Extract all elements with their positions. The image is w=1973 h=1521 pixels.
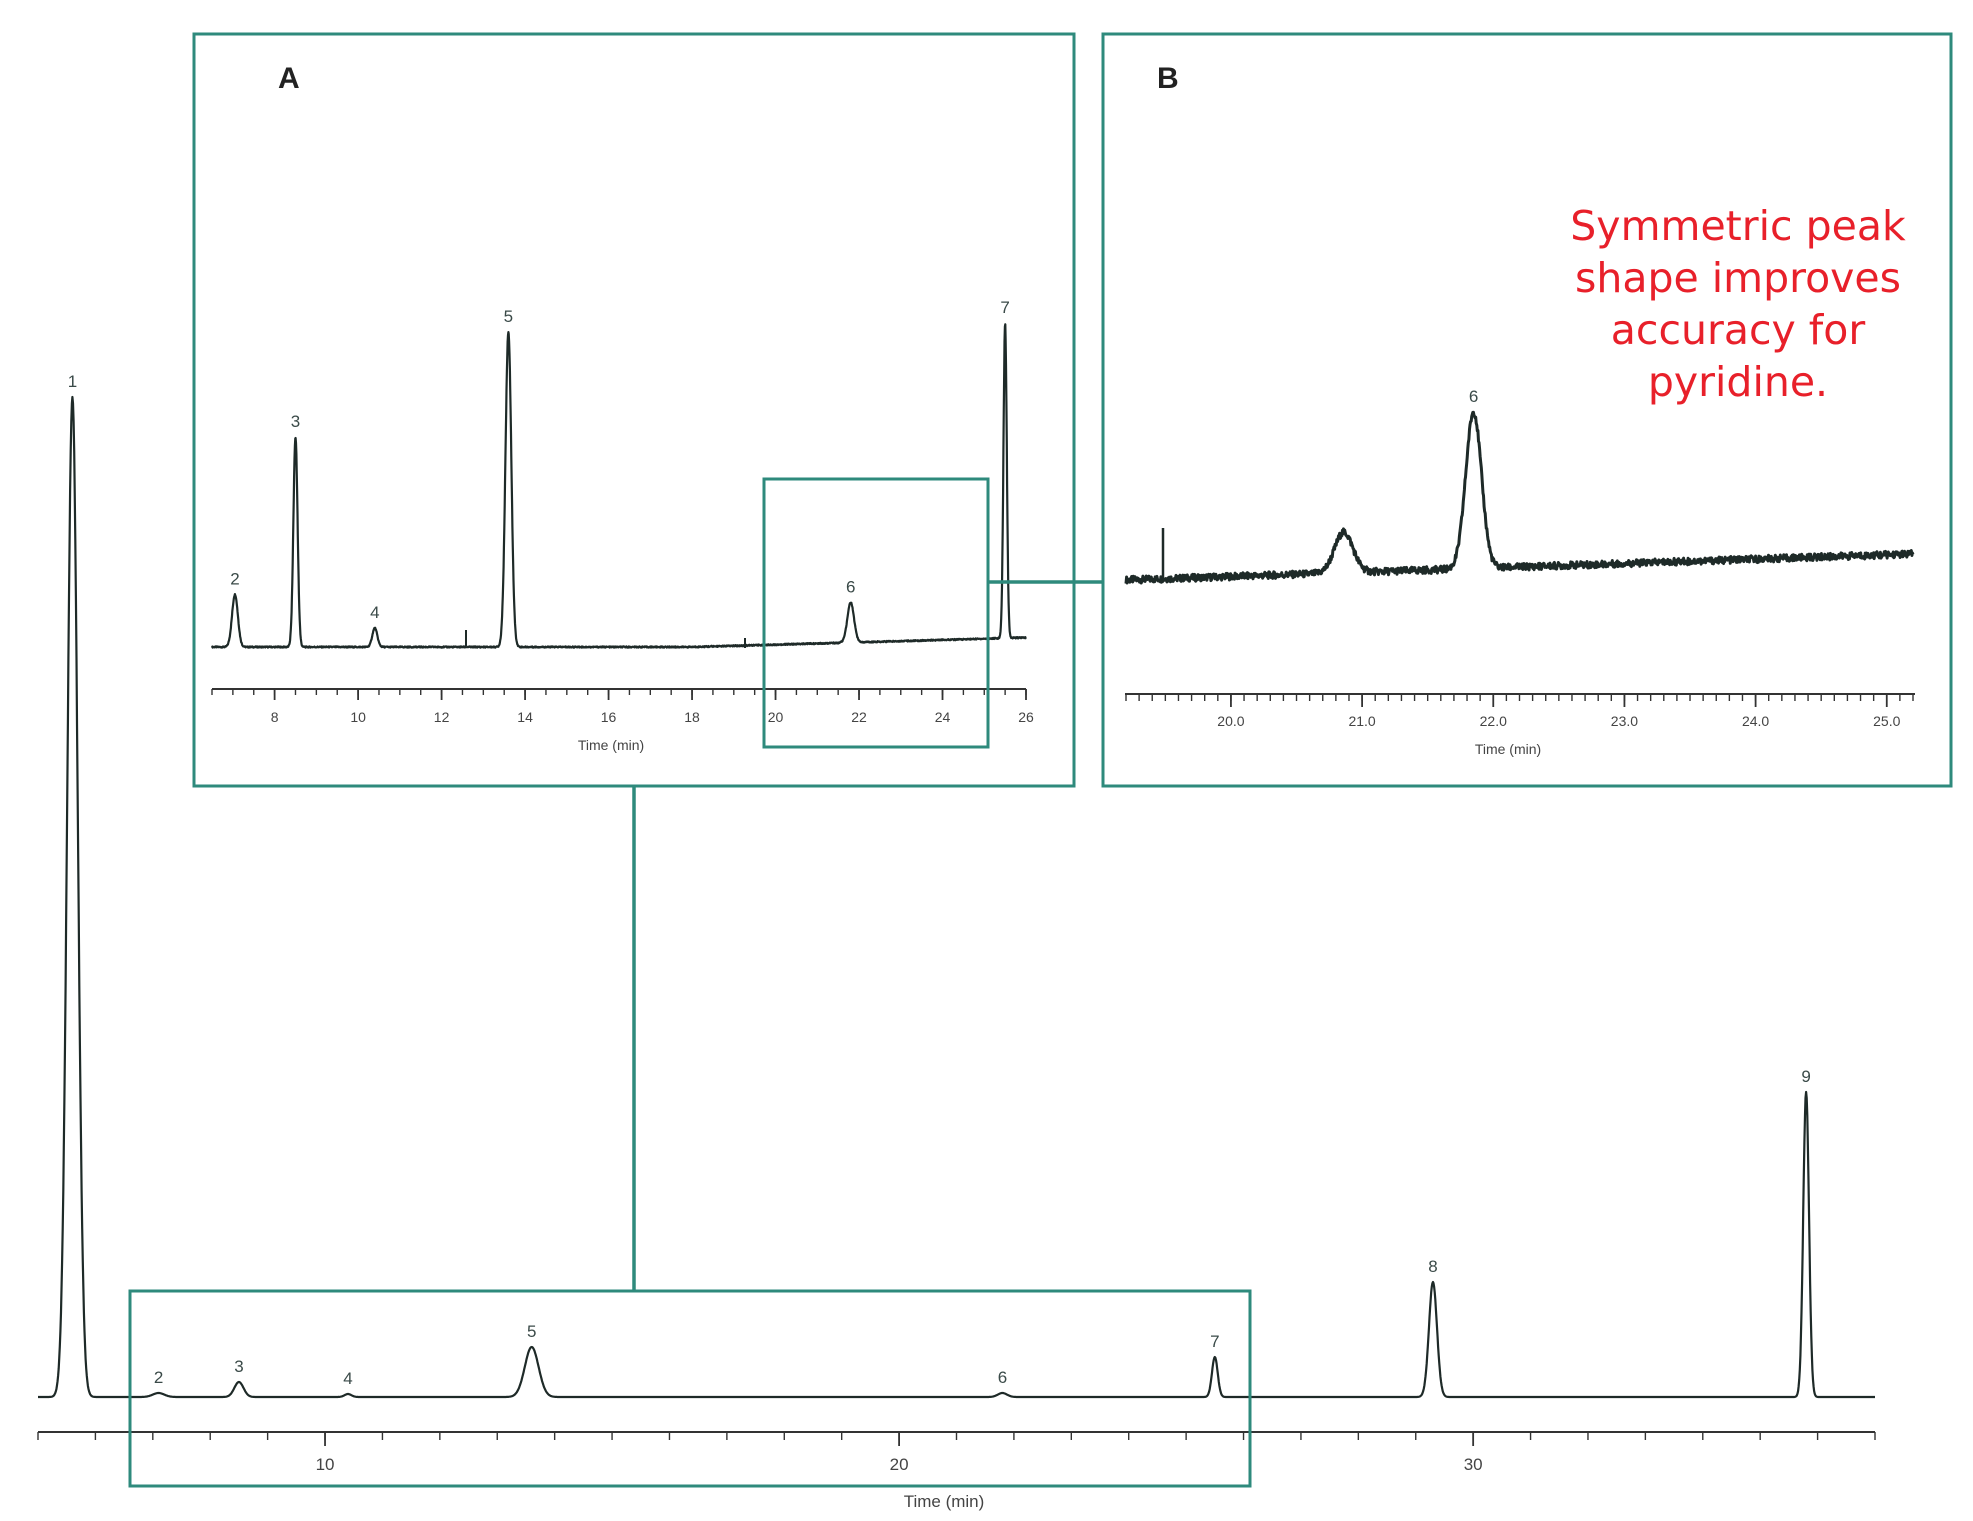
pyridine-annotation: Symmetric peak shape improves accuracy f…: [1548, 200, 1928, 408]
peak-label: 7: [1210, 1332, 1219, 1351]
peak-label: 6: [1469, 387, 1478, 406]
peak-label: 2: [230, 570, 239, 589]
x-tick-label: 20: [890, 1455, 909, 1474]
x-tick-label: 25.0: [1873, 713, 1900, 729]
annotation-line: shape improves: [1575, 254, 1901, 302]
x-tick-label: 30: [1464, 1455, 1483, 1474]
x-tick-label: 20.0: [1217, 713, 1244, 729]
x-tick-label: 10: [350, 709, 366, 725]
x-tick-label: 22.0: [1480, 713, 1507, 729]
zoom-frames: [128, 32, 1953, 1488]
series-trace: [210, 323, 1027, 649]
x-tick-label: 18: [684, 709, 700, 725]
inset-a-zoom-region: [762, 477, 990, 749]
x-tick-label: 21.0: [1348, 713, 1375, 729]
inset-b-frame: [1101, 32, 1953, 788]
x-tick-label: 12: [434, 709, 450, 725]
annotation-line: pyridine.: [1647, 358, 1829, 406]
x-tick-label: 20: [768, 709, 784, 725]
peak-label: 5: [527, 1322, 536, 1341]
inset-a-chromatogram: 2 3 4 5 6 7 8 10 12 14 16 18 20 22 24 26 Time (min) A: [210, 62, 1034, 753]
x-tick-label: 24.0: [1742, 713, 1769, 729]
peak-label: 2: [154, 1368, 163, 1387]
peak-label: 1: [68, 372, 77, 391]
peak-label: 4: [343, 1369, 352, 1388]
main-zoom-region: [128, 1289, 1252, 1488]
inset-a-frame: [192, 32, 1076, 788]
x-tick-label: 23.0: [1611, 713, 1638, 729]
inset-b-chromatogram: 6 20.0 21.0 22.0 23.0 24.0 25.0 Time (min) B: [1124, 62, 1915, 757]
x-axis-label: Time (min): [1475, 741, 1541, 757]
panel-label: B: [1157, 62, 1179, 95]
x-tick-label: 26: [1018, 709, 1034, 725]
annotation-line: accuracy for: [1610, 306, 1866, 354]
annotation-line: Symmetric peak: [1570, 202, 1906, 250]
x-tick-label: 14: [517, 709, 533, 725]
peak-label: 9: [1801, 1067, 1810, 1086]
x-tick-label: 22: [851, 709, 867, 725]
x-axis-label: Time (min): [904, 1492, 985, 1511]
peak-label: 6: [846, 578, 855, 597]
x-tick-label: 8: [271, 709, 279, 725]
panel-label: A: [278, 62, 300, 95]
peak-label: 3: [291, 412, 300, 431]
series-trace: [37, 395, 1876, 1399]
series-trace: [1124, 410, 1915, 585]
peak-label: 3: [234, 1357, 243, 1376]
x-axis-label: Time (min): [578, 737, 644, 753]
x-tick-label: 16: [601, 709, 617, 725]
peak-label: 4: [370, 603, 379, 622]
peak-label: 6: [998, 1368, 1007, 1387]
peak-label: 7: [1000, 298, 1009, 317]
x-tick-label: 10: [316, 1455, 335, 1474]
peak-label: 8: [1428, 1257, 1437, 1276]
x-tick-label: 24: [935, 709, 951, 725]
peak-label: 5: [504, 307, 513, 326]
